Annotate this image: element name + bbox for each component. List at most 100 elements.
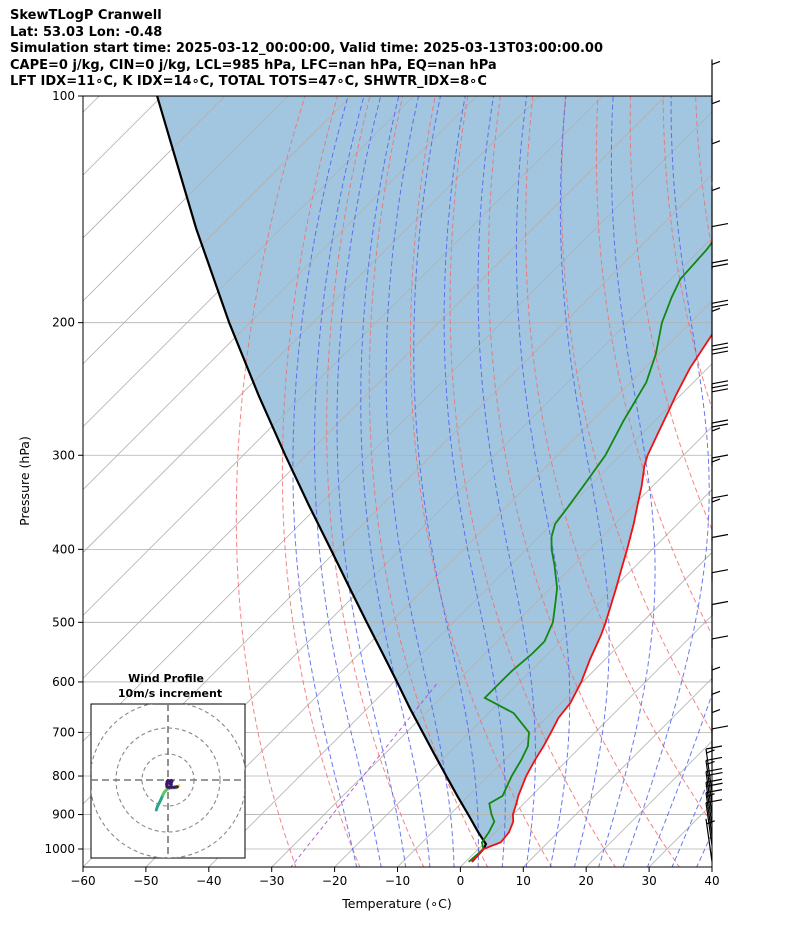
x-axis-title: Temperature (∘C) [341, 896, 451, 911]
wind-barb-flag [711, 307, 721, 312]
y-tick-label: 200 [52, 316, 75, 330]
y-tick-label: 500 [52, 615, 75, 629]
isotherm [334, 489, 712, 867]
wind-barb [705, 745, 723, 793]
y-tick-label: 800 [52, 769, 75, 783]
dry-adiabat [326, 96, 425, 867]
y-tick-label: 300 [52, 448, 75, 462]
dry-adiabat [409, 96, 553, 867]
profile-traces [156, 96, 712, 863]
wind-barb-flag [711, 303, 729, 308]
isotherm [711, 866, 712, 867]
wind-barb-flag [711, 299, 729, 304]
isotherm [459, 614, 712, 867]
wind-barb [711, 138, 721, 182]
wind-barb [711, 59, 721, 103]
wind-barb-flag [711, 533, 729, 539]
wind-barb-flag [711, 140, 721, 145]
title-block: SkewTLogP Cranwell Lat: 53.03 Lon: -0.48… [10, 8, 790, 91]
x-tick-label: 40 [704, 874, 719, 888]
temperature-line [471, 332, 712, 863]
title-line-cape: CAPE=0 j/kg, CIN=0 j/kg, LCL=985 hPa, LF… [10, 57, 497, 73]
wind-barb-flag [711, 690, 721, 695]
wind-barb-flag [711, 342, 729, 347]
wind-barb-flag [711, 384, 729, 389]
y-tick-label: 700 [52, 725, 75, 739]
moist-adiabat [360, 96, 431, 867]
isotherm [271, 426, 712, 867]
dewpoint-line [468, 241, 712, 863]
hodograph-plot [91, 704, 245, 858]
wind-barb-flag [711, 346, 729, 351]
x-tick-label: −30 [259, 874, 284, 888]
wind-barb [711, 454, 729, 501]
wind-barb-flag [711, 569, 729, 574]
hodograph-subtitle: 10m/s increment [118, 687, 222, 700]
wind-barb-staff [705, 792, 713, 836]
wind-barb-flag [711, 454, 729, 459]
wind-barb [711, 533, 729, 581]
x-tick-label: −60 [70, 874, 95, 888]
moist-adiabat [443, 96, 506, 867]
moist-adiabat [314, 96, 382, 867]
moist-adiabat [622, 96, 710, 867]
dry-adiabat [368, 96, 489, 867]
y-tick-label: 900 [52, 808, 75, 822]
wind-barb-flag [711, 350, 729, 355]
x-tick-label: −20 [322, 874, 347, 888]
x-tick-label: 0 [457, 874, 465, 888]
isotherm [83, 96, 478, 491]
isotherm [145, 300, 712, 867]
wind-barb-flag [711, 427, 721, 432]
parcel-profile-line [156, 96, 488, 863]
wind-barb-staff [705, 818, 713, 862]
x-tick-label: −40 [196, 874, 221, 888]
isotherm [208, 363, 712, 867]
title-line-coordinates: Lat: 53.03 Lon: -0.48 [10, 24, 163, 40]
y-tick-label: 1000 [44, 842, 75, 856]
hodograph-title: Wind Profile [128, 672, 204, 685]
wind-barb-flag [705, 745, 723, 750]
isotherm [83, 111, 712, 742]
y-tick-label: 600 [52, 675, 75, 689]
wind-barb-flag [711, 458, 721, 463]
cape-region [157, 96, 712, 862]
wind-barb [711, 635, 729, 682]
moist-adiabat [413, 96, 479, 867]
moist-adiabat [477, 96, 536, 867]
wind-barb-flag [705, 756, 723, 762]
x-tick-label: 20 [579, 874, 594, 888]
wind-barb-flag [711, 380, 729, 385]
wind-barb-flag [711, 423, 729, 428]
wind-barb [711, 569, 729, 616]
dry-adiabat [561, 96, 712, 733]
isotherm [83, 96, 352, 365]
hodograph-segment [169, 779, 174, 783]
moist-adiabat [515, 96, 571, 867]
y-axis-title: Pressure (hPa) [17, 436, 32, 526]
wind-barb-flag [711, 635, 729, 640]
dry-adiabat [487, 96, 680, 867]
wind-barb-flag [711, 263, 729, 268]
mixing-ratio-line [290, 681, 439, 867]
title-line-times: Simulation start time: 2025-03-12_00:00:… [10, 41, 603, 56]
cape-fill [157, 96, 712, 862]
title-line-station: SkewTLogP Cranwell [10, 8, 162, 23]
wind-barb-staff [705, 771, 713, 815]
wind-barb [711, 98, 721, 142]
hodograph: Wind Profile 10m/s increment [90, 672, 246, 859]
moist-adiabat [646, 692, 712, 867]
wind-barb-flag [711, 60, 721, 66]
wind-barb-staff [705, 748, 713, 793]
isotherm [83, 96, 415, 428]
wind-barb-flag [711, 708, 721, 714]
wind-barb-flag [711, 388, 729, 393]
title-line-indices: LFT IDX=11∘C, K IDX=14∘C, TOTAL TOTS=47∘… [10, 74, 487, 89]
isotherm [83, 96, 666, 679]
dry-adiabat [525, 96, 712, 825]
moist-adiabat [336, 96, 407, 867]
background-grid [83, 96, 712, 867]
wind-barb-flag [711, 187, 721, 192]
wind-barb-staff [705, 802, 713, 846]
